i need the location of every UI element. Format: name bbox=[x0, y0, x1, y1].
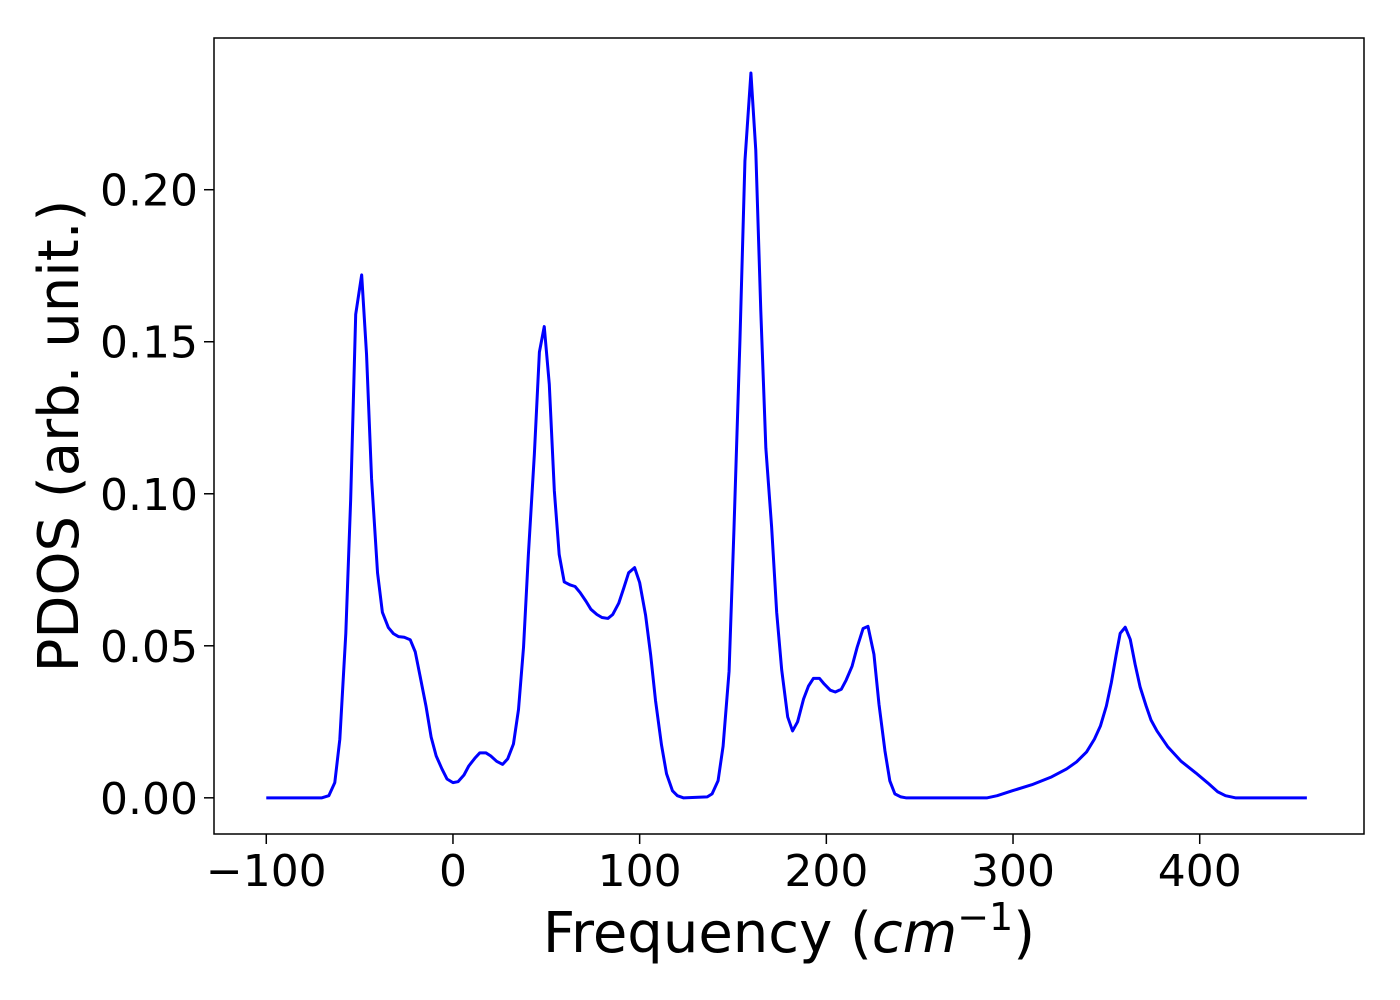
x-tick-label: 300 bbox=[971, 846, 1055, 897]
y-tick-label: 0.05 bbox=[100, 622, 198, 673]
y-tick-label: 0.15 bbox=[100, 318, 198, 369]
x-tick-label: 400 bbox=[1158, 846, 1242, 897]
x-tick-label: 100 bbox=[598, 846, 682, 897]
x-label-part: cm bbox=[872, 901, 957, 966]
y-tick-label: 0.20 bbox=[100, 166, 198, 217]
y-tick-label: 0.00 bbox=[100, 774, 198, 825]
line bbox=[266, 71, 1307, 800]
x-label-part: −1 bbox=[957, 895, 1013, 939]
x-tick-label: 200 bbox=[784, 846, 868, 897]
x-tick-label: −100 bbox=[206, 846, 327, 897]
x-tick-label: 0 bbox=[439, 846, 467, 897]
x-label-part: Frequency ( bbox=[543, 901, 872, 966]
y-tick-label: 0.10 bbox=[100, 470, 198, 521]
x-axis-label: Frequency (cm−1) bbox=[543, 895, 1035, 966]
y-axis-label: PDOS (arb. unit.) bbox=[27, 200, 92, 673]
x-label-part: ) bbox=[1013, 901, 1035, 966]
axes-frame bbox=[213, 37, 1365, 835]
